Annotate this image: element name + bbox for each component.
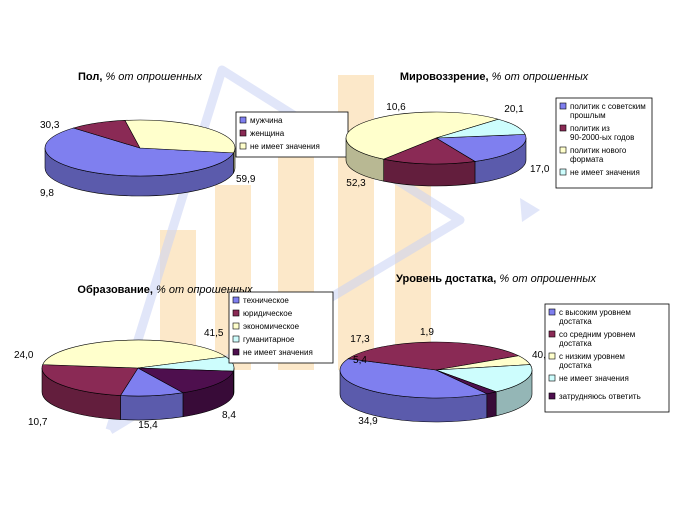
legend-swatch: [239, 116, 247, 124]
pie-chart-2: 20,1 17,0 52,3 10,6 Мировоззрение, % от опро…: [345, 71, 653, 189]
data-label: 5,4: [353, 355, 367, 366]
legend-entry: гуманитарное: [243, 335, 295, 344]
chart-subtitle: % от опрошенных: [492, 71, 589, 83]
pie-slice: [435, 118, 526, 139]
data-label: 34,9: [358, 416, 378, 427]
legend-entry: политик с советским прошлым: [570, 102, 646, 120]
legend-swatch: [239, 129, 247, 137]
data-label: 1,9: [420, 327, 434, 338]
legend-swatch: [548, 330, 556, 338]
chart-subtitle: % от опрошенных: [105, 71, 202, 83]
legend-box: [235, 111, 349, 158]
data-label: 20,1: [504, 104, 524, 115]
pie-slice: [124, 119, 236, 154]
legend-entry: экономическое: [243, 322, 300, 331]
legend-swatch: [232, 348, 240, 356]
data-label: 41,5: [204, 328, 224, 339]
pie-chart-3: 10,7 24,0 41,5 8,4 15,4 Образование, % от опр…: [14, 284, 334, 431]
pie-slice: [435, 364, 533, 393]
pie-slice: [382, 137, 476, 165]
data-label: 17,3: [350, 334, 370, 345]
data-label: 52,3: [346, 178, 366, 189]
legend-entry: с низким уровнем достатка: [559, 352, 625, 370]
pie-slice: [137, 367, 234, 394]
pie-slice: [434, 134, 527, 162]
chart-title: Образование, % от опрошенных: [77, 284, 253, 296]
legend-entry: юридическое: [243, 309, 293, 318]
legend-entry: политик из 90-2000-ых годов: [570, 124, 634, 142]
legend-swatch: [559, 146, 567, 154]
data-label: 10,7: [28, 417, 48, 428]
data-label: 40,5: [532, 350, 552, 361]
legend-entry: не имеет значения: [250, 142, 320, 151]
legend-entry: не имеет значения: [559, 374, 629, 383]
legend-swatch: [559, 102, 567, 110]
charts-layer: 59,9 9,8 30,3 Пол, % от опрошенных мужчина же…: [14, 71, 670, 431]
data-label: 24,0: [14, 350, 34, 361]
pie-chart-4: 40,5 34,9 5,4 17,3 1,9 Уровень достатка, % от…: [339, 273, 670, 427]
data-label: 59,9: [236, 174, 256, 185]
legend-swatch: [559, 168, 567, 176]
data-label: 17,0: [530, 164, 550, 175]
legend-entry: затрудняюсь ответить: [559, 392, 641, 401]
pie-slice: [345, 111, 500, 160]
legend-swatch: [559, 124, 567, 132]
legend-swatch: [232, 309, 240, 317]
legend-entry: не имеет значения: [570, 168, 640, 177]
chart-title-main: Образование,: [77, 284, 156, 296]
legend-swatch: [232, 296, 240, 304]
chart-subtitle: % от опрошенных: [499, 273, 596, 285]
legend-swatch: [232, 322, 240, 330]
chart-title: Пол, % от опрошенных: [78, 71, 202, 83]
legend-box: [555, 97, 653, 189]
legend-entry: техническое: [243, 296, 289, 305]
data-label: 9,8: [40, 188, 54, 199]
legend-swatch: [548, 374, 556, 382]
legend-entry: с высоким уровнем достатка: [559, 308, 631, 326]
legend-swatch: [548, 392, 556, 400]
legend-entry: мужчина: [250, 116, 283, 125]
chart-title: Мировоззрение, % от опрошенных: [400, 71, 589, 83]
pie-slice: [42, 339, 227, 369]
pie-slice: [44, 127, 235, 177]
data-label: 10,6: [386, 102, 406, 113]
legend-entry: со средним уровнем достатка: [559, 330, 635, 348]
legend: мужчина женщина не имеет значения: [235, 111, 349, 158]
pie-slice-side: [120, 392, 184, 421]
chart-title-main: Пол,: [78, 71, 105, 83]
data-label: 8,4: [222, 410, 236, 421]
legend-swatch: [239, 142, 247, 150]
legend-entry: не имеет значения: [243, 348, 313, 357]
legend-swatch: [548, 308, 556, 316]
legend-box: [544, 303, 670, 413]
background-arrow-head: [520, 198, 540, 222]
legend: политик с советским прошлым политик из 90-2…: [555, 97, 653, 189]
legend-swatch: [548, 352, 556, 360]
pie-chart-1: 59,9 9,8 30,3 Пол, % от опрошенных мужчина же…: [40, 71, 349, 199]
chart-title-main: Мировоззрение,: [400, 71, 492, 83]
pie-slice: [435, 369, 498, 395]
legend-entry: политик нового формата: [570, 146, 627, 164]
data-label: 30,3: [40, 120, 60, 131]
legend-entry: женщина: [250, 129, 285, 138]
chart-title: Уровень достатка, % от опрошенных: [396, 273, 596, 285]
pie-slice-side: [486, 391, 497, 419]
pie-side-walls: [41, 367, 235, 421]
legend-box: [228, 291, 334, 364]
pie-slice: [339, 358, 488, 399]
chart-title-main: Уровень достатка,: [396, 273, 499, 285]
data-label: 15,4: [138, 420, 158, 431]
legend: с высоким уровнем достатка со средним уров…: [544, 303, 670, 413]
pie-slice: [41, 364, 139, 396]
legend-swatch: [232, 335, 240, 343]
legend: техническое юридическое экономическое гуман…: [228, 291, 334, 364]
